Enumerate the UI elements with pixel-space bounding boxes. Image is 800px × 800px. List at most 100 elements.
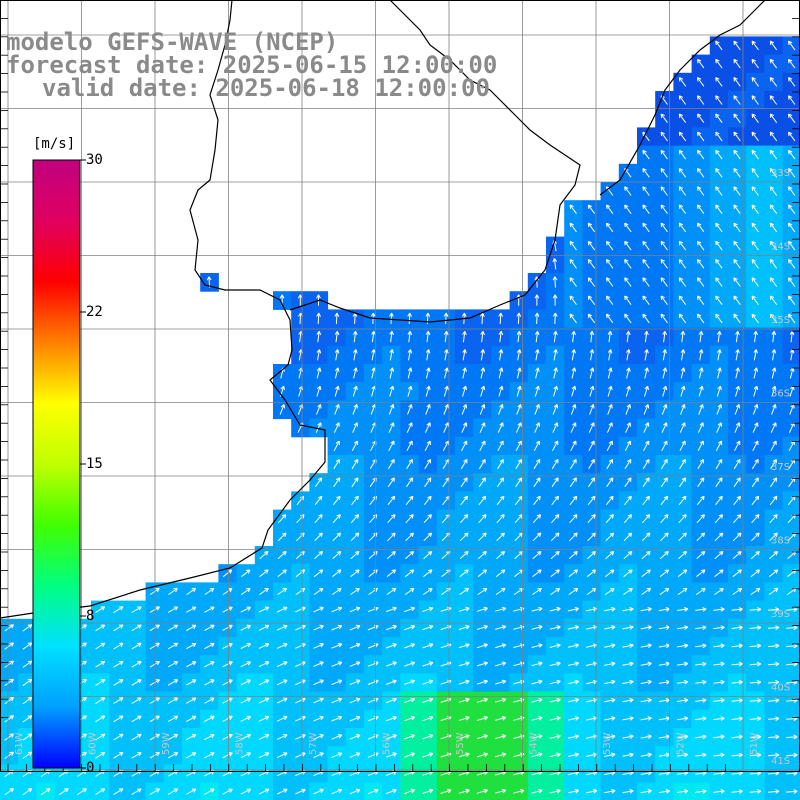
wind-arrow [769, 149, 778, 160]
wind-arrow [767, 698, 780, 703]
wind-arrow [404, 643, 416, 649]
wind-arrow [331, 661, 343, 667]
wind-arrow [478, 495, 487, 506]
wind-arrow [204, 752, 215, 759]
coastline [0, 0, 766, 619]
wind-arrow [733, 58, 741, 69]
wind-arrow [332, 514, 341, 524]
wind-arrow [587, 514, 596, 524]
wind-arrow [624, 440, 632, 452]
wind-arrow [498, 330, 504, 343]
wind-arrow [478, 532, 487, 542]
wind-arrow [642, 477, 650, 488]
wind-arrow [571, 385, 577, 397]
wind-arrow [553, 385, 558, 397]
wind-arrow [276, 697, 288, 704]
wind-arrow [422, 587, 433, 596]
wind-arrow [533, 495, 541, 506]
wind-arrow [550, 532, 560, 542]
wind-arrow [589, 367, 595, 379]
wind-arrow [731, 661, 743, 667]
wind-arrow [113, 642, 124, 650]
wind-arrow [222, 606, 233, 613]
wind-arrow [458, 643, 470, 649]
wind-arrow [569, 259, 577, 269]
wind-arrow [551, 458, 559, 470]
wind-arrow [567, 752, 580, 758]
wind-arrow [732, 551, 742, 560]
wind-arrow [624, 186, 632, 196]
wind-arrow [751, 131, 759, 142]
wind-arrow [167, 697, 179, 704]
wind-arrow [222, 788, 233, 795]
wind-arrow [622, 679, 634, 685]
wind-arrow [167, 788, 179, 795]
wind-arrow [606, 222, 614, 233]
wind-arrow [786, 607, 798, 612]
wind-arrow [641, 569, 651, 578]
wind-arrow [767, 752, 780, 758]
wind-arrow [425, 385, 431, 397]
wind-arrow [276, 679, 288, 686]
wind-arrow [715, 204, 723, 214]
wind-arrow [715, 95, 723, 105]
wind-arrow [733, 295, 741, 305]
wind-arrow [698, 385, 704, 397]
wind-arrow [606, 259, 614, 269]
wind-arrow [367, 697, 379, 704]
wind-arrow [458, 734, 470, 740]
wind-arrow [567, 788, 580, 794]
wind-arrow [424, 458, 432, 470]
wind-arrow [568, 551, 578, 560]
wind-arrow [515, 440, 522, 452]
wind-arrow [276, 624, 288, 631]
wind-arrow [131, 733, 142, 741]
wind-arrow [640, 643, 652, 648]
wind-arrow [331, 587, 342, 596]
wind-arrow [22, 678, 33, 687]
wind-arrow [480, 330, 485, 343]
wind-arrow [569, 313, 577, 324]
wind-arrow [553, 349, 558, 361]
wind-arrow [604, 697, 616, 703]
wind-arrow [677, 752, 689, 758]
wind-arrow [331, 697, 343, 704]
wind-arrow [679, 422, 686, 433]
wind-arrow [458, 625, 470, 630]
wind-arrow [606, 204, 614, 214]
wind-arrow [733, 259, 741, 269]
wind-arrow [113, 788, 124, 796]
wind-arrow [659, 569, 670, 578]
wind-arrow [751, 40, 759, 51]
wind-arrow [751, 495, 760, 506]
wind-arrow [404, 606, 416, 613]
wind-arrow [204, 679, 215, 686]
wind-arrow [442, 440, 450, 452]
colorbar-unit: [m/s] [33, 136, 75, 152]
wind-arrow [770, 458, 777, 470]
wind-arrow [549, 625, 561, 630]
wind-arrow [696, 551, 706, 560]
wind-arrow [167, 679, 179, 686]
wind-arrow [788, 295, 796, 305]
wind-arrow [697, 295, 705, 305]
wind-arrow [353, 367, 358, 379]
wind-arrow [604, 643, 616, 648]
wind-arrow [405, 532, 414, 542]
wind-arrow [607, 330, 613, 343]
wind-arrow [713, 679, 725, 685]
wind-arrow [476, 788, 488, 794]
wind-arrow [22, 697, 33, 705]
wind-arrow [333, 458, 341, 470]
wind-arrow [642, 222, 650, 233]
colorbar-tick-label: 15 [86, 456, 103, 472]
wind-arrow [695, 661, 707, 667]
colorbar-gradient [32, 159, 81, 769]
wind-arrow [786, 752, 798, 758]
wind-arrow [567, 661, 580, 667]
wind-arrow [695, 587, 706, 596]
wind-arrow [4, 642, 14, 650]
wind-arrow [331, 752, 343, 758]
wind-arrow [788, 77, 796, 87]
wind-arrow [349, 679, 361, 686]
